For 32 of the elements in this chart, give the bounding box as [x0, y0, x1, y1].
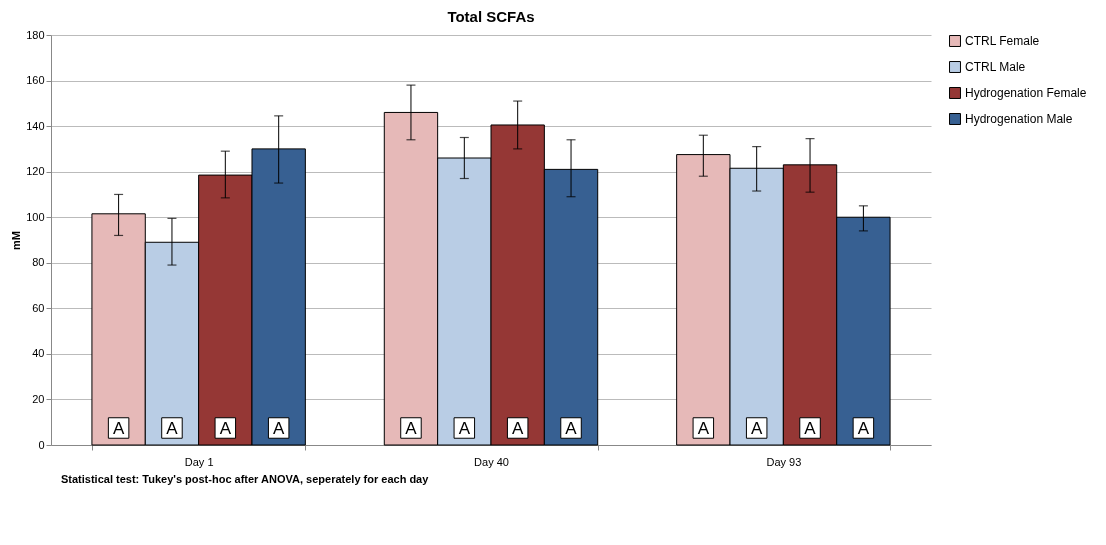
y-tick-label: 80 [32, 256, 45, 269]
data-label: A [697, 419, 710, 438]
y-axis-title: mM [10, 231, 23, 250]
data-label: A [273, 419, 285, 438]
x-tick-label: Day 93 [766, 455, 802, 468]
y-tick-label: 60 [32, 301, 45, 314]
y-tick-label: 20 [32, 392, 45, 405]
x-tick-label: Day 1 [184, 455, 214, 468]
legend-label: Hydrogenation Female [965, 86, 1087, 100]
y-tick-label: 0 [38, 438, 45, 451]
legend-label: CTRL Female [965, 34, 1040, 48]
data-label: A [405, 419, 418, 438]
y-tick-label: 40 [32, 347, 45, 360]
legend-label: Hydrogenation Male [965, 112, 1073, 126]
data-label: A [512, 419, 525, 438]
data-label: A [458, 419, 471, 438]
data-label: A [112, 419, 125, 438]
y-tick-label: 140 [26, 119, 45, 132]
y-tick-label: 120 [26, 165, 45, 178]
legend-label: CTRL Male [965, 60, 1026, 74]
data-label: A [751, 419, 764, 438]
data-label: A [219, 419, 232, 438]
data-label: A [166, 419, 179, 438]
text: Statistical test: Tukey's post-hoc after ANOVA, seperately for each day [61, 473, 430, 485]
data-label: A [565, 419, 578, 438]
y-tick-label: 180 [26, 28, 45, 41]
chart-title: Total SCFAs [447, 8, 535, 25]
x-tick-label: Day 40 [474, 455, 509, 468]
y-tick-label: 100 [26, 210, 45, 223]
y-tick-label: 160 [26, 74, 45, 87]
data-label: A [804, 419, 817, 438]
data-label: A [857, 419, 870, 438]
